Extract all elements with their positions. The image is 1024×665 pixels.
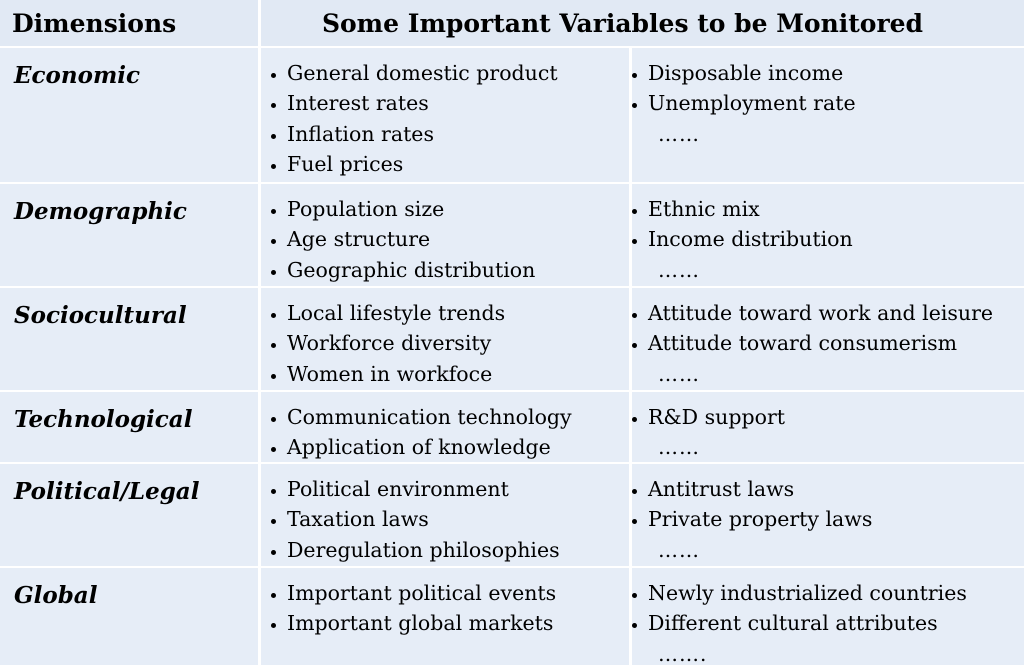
variable-item: Women in workfoce: [287, 359, 629, 389]
variable-item: Important global markets: [287, 608, 629, 638]
variable-item: Workforce diversity: [287, 328, 629, 358]
variable-item: Income distribution: [648, 224, 1024, 254]
variables-cell: Disposable incomeUnemployment rate……: [632, 48, 1024, 182]
variable-list: General domestic productInterest ratesIn…: [261, 48, 629, 179]
ellipsis: ……: [658, 257, 700, 282]
variable-item: Private property laws: [648, 504, 1024, 534]
variables-cell: R&D support ……: [632, 392, 1024, 462]
variable-item: Interest rates: [287, 88, 629, 118]
variable-item: Antitrust laws: [648, 474, 1024, 504]
variable-item: R&D support: [648, 402, 1024, 432]
ellipsis: ……: [658, 361, 700, 386]
variables-cell: Ethnic mixIncome distribution……: [632, 184, 1024, 286]
variable-item: Disposable income: [648, 58, 1024, 88]
variable-item: Population size: [287, 194, 629, 224]
dimension-cell: Sociocultural: [0, 288, 258, 390]
variable-item: Taxation laws: [287, 504, 629, 534]
variable-item: Application of knowledge: [287, 432, 629, 462]
variable-item: Important political events: [287, 578, 629, 608]
variable-list: Disposable incomeUnemployment rate: [632, 48, 1024, 119]
variable-item: Communication technology: [287, 402, 629, 432]
variable-list: Newly industrialized countriesDifferent …: [632, 568, 1024, 639]
variables-cell: Political environmentTaxation lawsDeregu…: [261, 464, 629, 566]
variable-list: Antitrust lawsPrivate property laws: [632, 464, 1024, 535]
dimension-cell: Demographic: [0, 184, 258, 286]
dimension-cell: Global: [0, 568, 258, 665]
variable-list: Political environmentTaxation lawsDeregu…: [261, 464, 629, 565]
variables-cell: Antitrust lawsPrivate property laws……: [632, 464, 1024, 566]
header-cell: Some Important Variables to be Monitored: [261, 0, 1024, 46]
variable-list: Population sizeAge structureGeographic d…: [261, 184, 629, 285]
variable-item: Geographic distribution: [287, 255, 629, 285]
variables-cell: Important political eventsImportant glob…: [261, 568, 629, 665]
variable-item: Age structure: [287, 224, 629, 254]
ellipsis: ……: [658, 121, 700, 146]
ellipsis: ……: [658, 537, 700, 562]
variable-item: Local lifestyle trends: [287, 298, 629, 328]
variables-cell: Local lifestyle trendsWorkforce diversit…: [261, 288, 629, 390]
variable-list: Communication technologyApplication of k…: [261, 392, 629, 462]
variables-cell: Communication technologyApplication of k…: [261, 392, 629, 462]
variable-list: Local lifestyle trendsWorkforce diversit…: [261, 288, 629, 389]
variables-cell: Attitude toward work and leisureAttitude…: [632, 288, 1024, 390]
variable-item: Political environment: [287, 474, 629, 504]
variable-item: Different cultural attributes: [648, 608, 1024, 638]
variables-cell: Newly industrialized countriesDifferent …: [632, 568, 1024, 665]
variable-item: Attitude toward consumerism: [648, 328, 1024, 358]
variable-list: R&D support: [632, 392, 1024, 432]
ellipsis: …….: [658, 641, 708, 665]
variable-item: Inflation rates: [287, 119, 629, 149]
variable-list: Important political eventsImportant glob…: [261, 568, 629, 639]
variable-item: Newly industrialized countries: [648, 578, 1024, 608]
header-cell: Dimensions: [0, 0, 258, 46]
variables-cell: General domestic productInterest ratesIn…: [261, 48, 629, 182]
dimension-cell: Technological: [0, 392, 258, 462]
variable-item: Unemployment rate: [648, 88, 1024, 118]
variable-item: Deregulation philosophies: [287, 535, 629, 565]
ellipsis: ……: [658, 435, 700, 460]
variable-item: Fuel prices: [287, 149, 629, 179]
variable-item: Attitude toward work and leisure: [648, 298, 1024, 328]
variables-cell: Population sizeAge structureGeographic d…: [261, 184, 629, 286]
variable-list: Ethnic mixIncome distribution: [632, 184, 1024, 255]
dimension-cell: Political/Legal: [0, 464, 258, 566]
variable-item: Ethnic mix: [648, 194, 1024, 224]
dimension-cell: Economic: [0, 48, 258, 182]
variable-item: General domestic product: [287, 58, 629, 88]
variable-list: Attitude toward work and leisureAttitude…: [632, 288, 1024, 359]
